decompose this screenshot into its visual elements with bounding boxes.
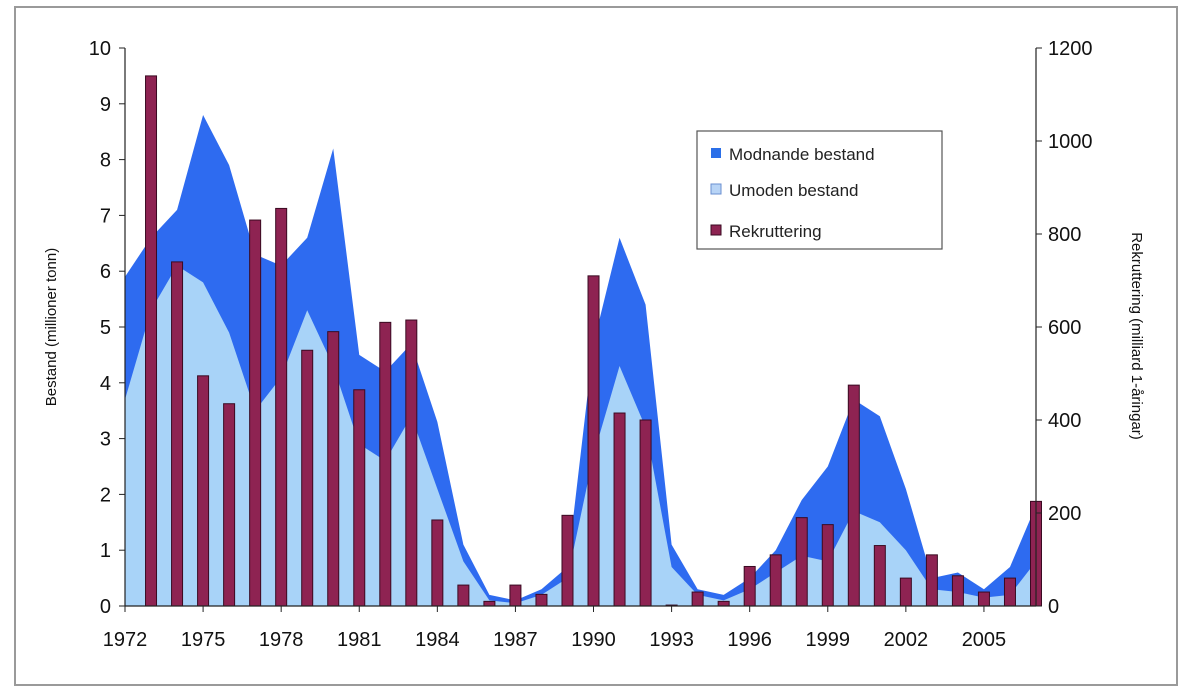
legend-label-recruitment: Rekruttering xyxy=(729,222,822,241)
legend: Modnande bestand Umoden bestand Rekrutte… xyxy=(696,130,943,250)
y2-tick-label: 400 xyxy=(1048,410,1081,432)
y-tick-label: 2 xyxy=(100,484,111,506)
x-tick-label: 2002 xyxy=(884,629,929,651)
y2-tick-label: 200 xyxy=(1048,503,1081,525)
y-tick-label: 4 xyxy=(100,373,111,395)
bar-recruitment-1991 xyxy=(613,412,626,607)
y-axis-title: Bestand (millioner tonn) xyxy=(43,248,60,406)
x-tick-label: 1984 xyxy=(415,629,460,651)
bar-recruitment-1979 xyxy=(301,349,314,607)
x-tick-label: 1978 xyxy=(259,629,304,651)
bar-recruitment-1989 xyxy=(561,514,574,607)
y-tick-label: 6 xyxy=(100,261,111,283)
bar-recruitment-1985 xyxy=(457,584,470,607)
bar-recruitment-1978 xyxy=(275,207,288,607)
bar-recruitment-1997 xyxy=(769,554,782,607)
y-tick-label: 0 xyxy=(100,596,111,618)
legend-label-mature: Modnande bestand xyxy=(729,145,875,164)
y-tick-label: 3 xyxy=(100,429,111,451)
bar-recruitment-2001 xyxy=(873,545,886,607)
bar-recruitment-1973 xyxy=(145,75,158,607)
x-tick-label: 1987 xyxy=(493,629,538,651)
bar-recruitment-1992 xyxy=(639,419,652,607)
bar-recruitment-1990 xyxy=(587,275,600,607)
y-tick-label: 5 xyxy=(100,317,111,339)
y2-axis-title: Rekruttering (milliard 1-åringar) xyxy=(1128,232,1145,440)
bar-recruitment-1976 xyxy=(223,403,236,607)
legend-box xyxy=(696,130,943,250)
x-tick-label: 1999 xyxy=(806,629,851,651)
area-layer xyxy=(125,114,1036,607)
bar-recruitment-1984 xyxy=(431,519,444,607)
bar-layer xyxy=(145,75,1042,607)
legend-swatch-immature xyxy=(710,183,722,195)
bar-recruitment-2003 xyxy=(925,554,938,607)
bar-recruitment-2002 xyxy=(899,577,912,607)
bar-recruitment-1982 xyxy=(379,321,392,607)
ticks-layer: 0 1 2 3 4 5 6 7 8 9 10 0 200 400 600 800 1000 1200 1972 197… xyxy=(89,38,1093,651)
bar-recruitment-1994 xyxy=(691,591,704,607)
bar-recruitment-1999 xyxy=(821,524,834,607)
bar-recruitment-1988 xyxy=(535,593,548,607)
y-tick-label: 7 xyxy=(100,205,111,227)
bar-recruitment-1981 xyxy=(353,389,366,607)
x-tick-label: 1993 xyxy=(649,629,694,651)
bar-recruitment-1986 xyxy=(483,600,496,607)
bar-recruitment-1974 xyxy=(171,261,184,607)
x-tick-label: 1975 xyxy=(181,629,226,651)
legend-swatch-mature xyxy=(711,148,721,158)
bar-recruitment-1980 xyxy=(327,331,340,607)
bar-recruitment-2006 xyxy=(1003,577,1016,607)
y2-tick-label: 1000 xyxy=(1048,131,1093,153)
legend-swatch-recruitment xyxy=(710,224,722,236)
bar-recruitment-1975 xyxy=(197,375,210,607)
bar-recruitment-2000 xyxy=(847,384,860,607)
y-tick-label: 1 xyxy=(100,540,111,562)
bar-recruitment-1998 xyxy=(795,517,808,607)
y2-tick-label: 800 xyxy=(1048,224,1081,246)
y-tick-label: 10 xyxy=(89,38,111,60)
bar-recruitment-1983 xyxy=(405,319,418,607)
bar-recruitment-1996 xyxy=(743,565,756,607)
x-tick-label: 1981 xyxy=(337,629,382,651)
bar-recruitment-1995 xyxy=(717,600,730,607)
x-tick-label: 1996 xyxy=(727,629,772,651)
bar-recruitment-2004 xyxy=(951,575,964,607)
legend-label-immature: Umoden bestand xyxy=(729,181,858,200)
bar-recruitment-2005 xyxy=(977,591,990,607)
y-tick-label: 9 xyxy=(100,94,111,116)
x-tick-label: 1972 xyxy=(103,629,148,651)
y-tick-label: 8 xyxy=(100,150,111,172)
y2-tick-label: 1200 xyxy=(1048,38,1093,60)
bar-recruitment-1987 xyxy=(509,584,522,607)
y2-tick-label: 0 xyxy=(1048,596,1059,618)
x-tick-label: 1990 xyxy=(571,629,616,651)
bar-recruitment-1977 xyxy=(249,219,262,607)
x-tick-label: 2005 xyxy=(962,629,1007,651)
y2-tick-label: 600 xyxy=(1048,317,1081,339)
area-immature-stock xyxy=(125,265,1036,606)
